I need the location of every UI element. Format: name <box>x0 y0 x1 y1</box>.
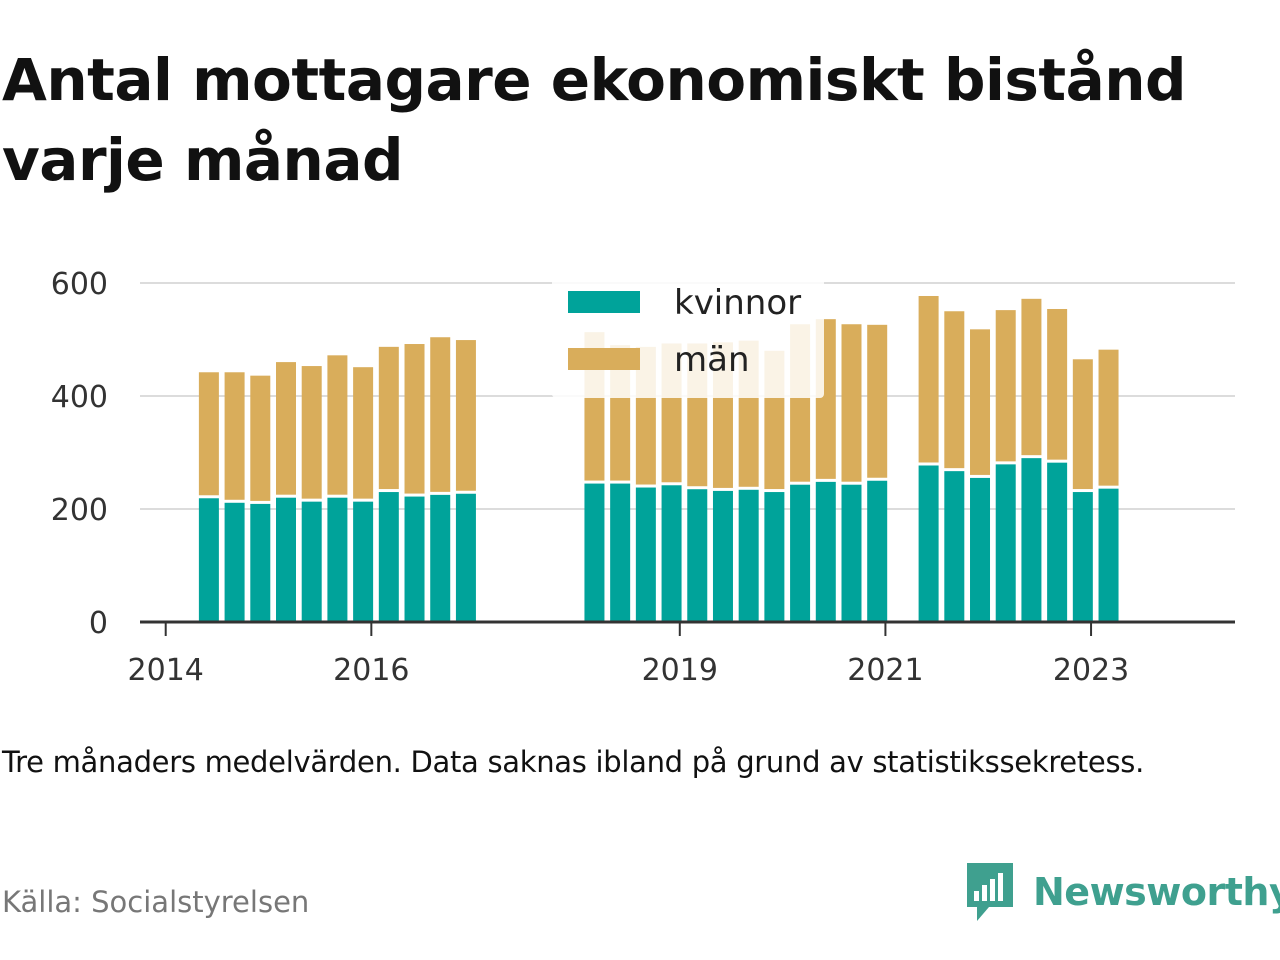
bar-man <box>970 329 991 475</box>
bar-kvinnor <box>1098 488 1119 622</box>
bar-kvinnor <box>353 501 374 622</box>
chart-note: Tre månaders medelvärden. Data saknas ib… <box>2 745 1144 779</box>
bar-man <box>1047 308 1068 460</box>
x-tick-label: 2016 <box>333 653 409 688</box>
bar-kvinnor <box>1072 492 1093 622</box>
bar-man <box>198 372 219 496</box>
bar-man <box>1072 359 1093 490</box>
bar-kvinnor <box>224 502 245 622</box>
bar-man <box>430 337 451 492</box>
bar-kvinnor <box>687 489 708 622</box>
bar-man <box>944 311 965 469</box>
newsworthy-bar-chart-icon <box>967 863 1013 921</box>
x-tick-label: 2019 <box>642 653 718 688</box>
bar-kvinnor <box>841 484 862 622</box>
bar-man <box>353 367 374 499</box>
bar-kvinnor <box>430 494 451 622</box>
legend-label-man: män <box>674 340 750 380</box>
bar-kvinnor <box>455 493 476 622</box>
bar-kvinnor <box>584 483 605 622</box>
bar-man <box>224 372 245 500</box>
bar-kvinnor <box>404 496 425 622</box>
bar-kvinnor <box>378 492 399 622</box>
bar-kvinnor <box>635 487 656 622</box>
bar-kvinnor <box>301 501 322 622</box>
bar-man <box>250 375 271 501</box>
chart-title: Antal mottagare ekonomiskt bistånd varje… <box>2 46 1187 194</box>
bar-man <box>301 366 322 499</box>
brand-name: Newsworthy <box>1033 870 1280 914</box>
y-tick-label: 600 <box>51 267 108 302</box>
bar-kvinnor <box>764 492 785 622</box>
legend-swatch-kvinnor <box>568 291 640 313</box>
y-tick-label: 0 <box>89 606 108 641</box>
bar-man <box>455 340 476 491</box>
brand-logo: Newsworthy <box>965 862 1280 922</box>
bar-kvinnor <box>790 484 811 622</box>
bar-kvinnor <box>1047 462 1068 622</box>
bar-man <box>276 362 296 495</box>
bar-man <box>404 344 425 494</box>
bar-man <box>1098 349 1119 486</box>
bar-kvinnor <box>815 481 836 622</box>
y-tick-label: 400 <box>51 380 108 415</box>
x-tick-label: 2014 <box>128 653 204 688</box>
stacked-bar-chart: 0 200 400 600 2014 2016 2019 2021 2023 kvinnor … <box>51 267 1235 688</box>
legend: kvinnor män <box>552 272 824 398</box>
bar-kvinnor <box>1021 458 1042 622</box>
bar-kvinnor <box>198 498 219 622</box>
bar-man <box>918 295 939 463</box>
bar-man <box>841 324 862 482</box>
bar-man <box>327 355 348 495</box>
legend-label-kvinnor: kvinnor <box>674 283 801 323</box>
bar-kvinnor <box>610 483 631 622</box>
y-tick-labels: 0 200 400 600 <box>51 267 108 641</box>
bar-kvinnor <box>712 490 733 622</box>
y-tick-label: 200 <box>51 493 108 528</box>
bar-kvinnor <box>250 503 271 622</box>
bar-man <box>378 346 399 490</box>
x-tick-label: 2023 <box>1053 653 1129 688</box>
bar-kvinnor <box>970 477 991 622</box>
bar-kvinnor <box>738 489 759 622</box>
source-label: Källa: Socialstyrelsen <box>2 885 310 919</box>
bar-kvinnor <box>327 497 348 622</box>
bar-kvinnor <box>276 497 296 622</box>
bar-kvinnor <box>867 480 888 622</box>
bar-man <box>995 310 1016 462</box>
bar-kvinnor <box>661 485 682 622</box>
x-axis: 2014 2016 2019 2021 2023 <box>128 620 1235 688</box>
bar-kvinnor <box>918 465 939 622</box>
bar-man <box>1021 298 1042 456</box>
x-tick-label: 2021 <box>847 653 923 688</box>
bar-kvinnor <box>995 464 1016 622</box>
bar-man <box>867 324 888 478</box>
bar-kvinnor <box>944 471 965 622</box>
legend-swatch-man <box>568 348 640 370</box>
